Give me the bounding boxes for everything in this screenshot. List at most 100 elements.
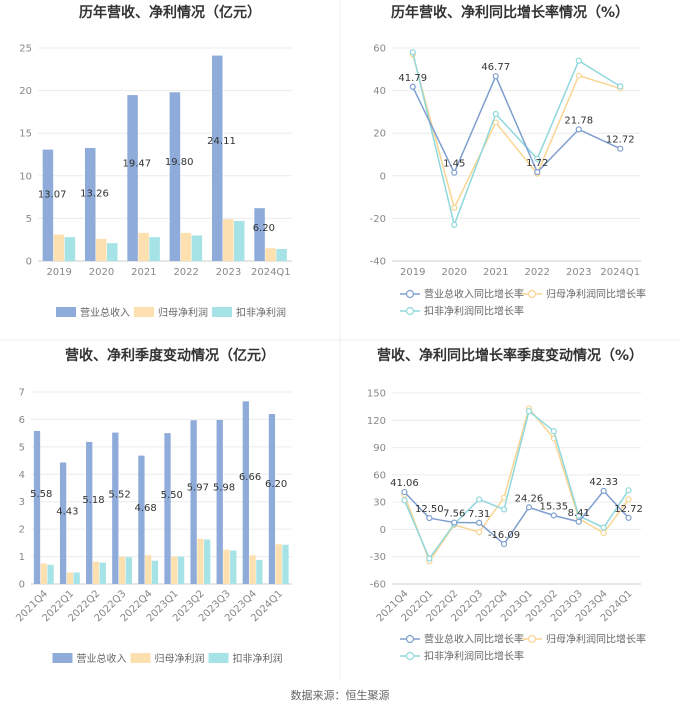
bar-net-profit	[92, 561, 100, 584]
x-tick-label: 2024Q1	[600, 267, 640, 278]
data-label: 5.97	[187, 483, 209, 494]
data-point	[409, 83, 416, 90]
bar-revenue	[127, 95, 138, 261]
legend-label: 归母净利润	[155, 652, 205, 665]
data-point	[500, 494, 508, 501]
bar-deducted-profit	[282, 544, 289, 584]
data-point	[451, 519, 458, 526]
bar-deducted-profit	[256, 559, 263, 584]
bar-deducted-profit	[99, 562, 106, 584]
data-label: 4.68	[135, 503, 157, 514]
legend-swatch-marker	[405, 651, 415, 661]
data-point	[451, 204, 458, 211]
bar-revenue	[190, 420, 197, 584]
data-point	[617, 83, 624, 90]
data-point	[476, 496, 483, 503]
legend-swatch-marker	[405, 289, 415, 299]
x-tick-label: 2023	[216, 267, 241, 278]
y-tick-label: 0	[19, 580, 25, 591]
bar-revenue	[112, 432, 119, 584]
data-point	[625, 496, 632, 503]
bar-net-profit	[118, 556, 126, 584]
bar-net-profit	[138, 232, 149, 261]
bar-deducted-profit	[276, 249, 287, 261]
bar-deducted-profit	[204, 539, 211, 584]
data-point	[625, 487, 632, 494]
x-tick-label: 2023	[566, 267, 591, 278]
data-label: 41.06	[390, 478, 419, 489]
bar-net-profit	[145, 555, 152, 584]
data-point	[575, 72, 582, 79]
data-label: -16.09	[488, 530, 520, 541]
y-tick-label: 7	[19, 388, 25, 399]
data-point	[534, 169, 541, 176]
y-tick-label: 1	[19, 552, 25, 563]
chart-title: 历年营收、净利情况（亿元）	[79, 4, 261, 21]
bar-net-profit	[95, 238, 107, 261]
bar-deducted-profit	[177, 556, 185, 584]
bar-revenue	[254, 208, 265, 261]
data-label: 12.50	[415, 504, 444, 515]
bar-deducted-profit	[230, 550, 237, 584]
x-tick-label: 2019	[46, 267, 71, 278]
data-point	[476, 529, 483, 536]
series-line-revenue	[403, 489, 630, 546]
chart-title: 历年营收、净利同比增长率情况（%）	[391, 4, 629, 21]
data-point	[401, 497, 408, 504]
x-tick-label: 2020	[89, 267, 114, 278]
legend-label: 归母净利润	[158, 306, 208, 319]
legend-swatch	[208, 653, 229, 663]
bar-net-profit	[222, 219, 234, 261]
bar-net-profit	[40, 563, 47, 584]
y-tick-label: 120	[367, 416, 386, 427]
data-label: 5.52	[108, 490, 130, 501]
bar-net-profit	[265, 248, 276, 261]
y-tick-label: 20	[373, 129, 386, 140]
series-line-deducted-profit	[403, 409, 630, 561]
legend-label: 扣非净利润同比增长率	[424, 305, 524, 318]
data-label: 41.79	[398, 73, 427, 84]
bar-revenue	[169, 92, 181, 261]
data-point	[575, 126, 582, 133]
data-label: 6.20	[265, 479, 287, 490]
data-point	[451, 169, 458, 176]
bar-net-profit	[249, 555, 256, 584]
bar-deducted-profit	[107, 243, 118, 261]
bar-revenue	[216, 419, 223, 584]
data-label: 12.72	[606, 135, 635, 146]
x-tick-label: 2022	[525, 267, 550, 278]
legend-swatch-marker	[527, 289, 537, 299]
data-label: 21.78	[564, 115, 593, 126]
legend-label: 扣非净利润	[236, 306, 286, 319]
data-point	[550, 428, 557, 435]
bar-net-profit	[275, 544, 282, 584]
y-tick-label: 0	[380, 525, 386, 536]
bar-net-profit	[223, 549, 230, 584]
data-point	[426, 514, 433, 522]
y-tick-label: -40	[370, 257, 386, 268]
legend-swatch-marker	[405, 634, 415, 644]
data-point	[409, 49, 416, 56]
annual-revenue-profit-chart: 历年营收、净利情况（亿元） 0 5 10 15 20 25 2019 2020 2021 2022…	[19, 4, 292, 319]
y-tick-label: 30	[373, 498, 386, 509]
data-label: 42.33	[589, 477, 618, 488]
chart-title: 营收、净利季度变动情况（亿元）	[65, 347, 275, 364]
legend-label: 营业总收入同比增长率	[424, 288, 524, 301]
data-point	[575, 518, 582, 525]
data-point	[575, 57, 582, 64]
legend-label: 扣非净利润同比增长率	[424, 650, 524, 663]
bar-revenue	[84, 148, 96, 261]
data-label: 5.18	[82, 495, 104, 506]
y-tick-label: -30	[370, 552, 386, 563]
bar-deducted-profit	[191, 235, 203, 261]
bar-revenue	[33, 430, 41, 584]
data-label: 19.80	[165, 157, 194, 168]
bar-revenue	[42, 149, 54, 261]
series-line-net-profit	[403, 406, 630, 563]
data-label: 4.43	[56, 507, 78, 518]
data-point	[525, 504, 533, 511]
y-tick-label: 4	[19, 470, 25, 481]
legend-label: 营业总收入同比增长率	[424, 633, 524, 646]
data-label: 8.41	[568, 508, 590, 519]
data-label: 46.77	[481, 62, 510, 73]
